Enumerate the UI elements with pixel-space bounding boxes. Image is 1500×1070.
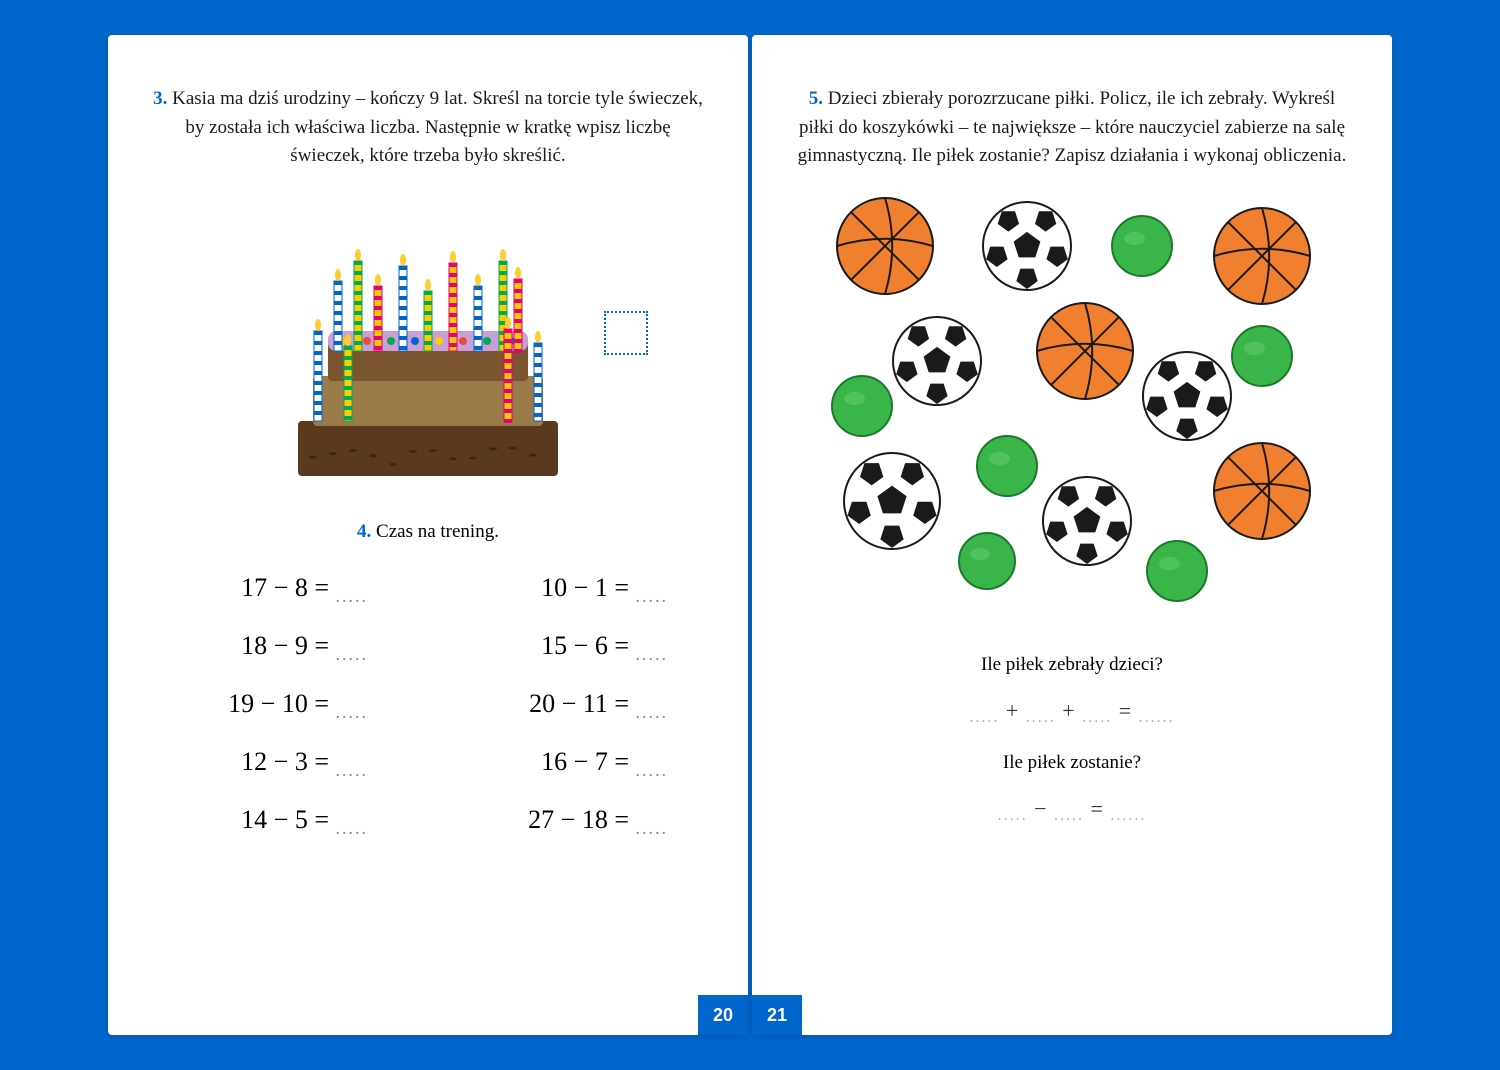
equations-grid: 17 − 8 = ..... 10 − 1 = ..... 18 − 9 = ...… bbox=[148, 573, 708, 835]
equation1-fill[interactable]: ..... + ..... + ..... = ...... bbox=[792, 698, 1352, 724]
task3-text: 3. Kasia ma dziś urodziny – kończy 9 lat… bbox=[148, 85, 708, 171]
question1: Ile piłek zebrały dzieci? bbox=[792, 654, 1352, 676]
page-number-right: 21 bbox=[752, 995, 802, 1035]
equation-cell[interactable]: 14 − 5 = ..... bbox=[148, 805, 408, 835]
equation-cell[interactable]: 16 − 7 = ..... bbox=[448, 747, 708, 777]
task4-number: 4. bbox=[357, 521, 371, 542]
page-number-left: 20 bbox=[698, 995, 748, 1035]
task4-body: Czas na trening. bbox=[376, 521, 499, 542]
task4-heading: 4. Czas na trening. bbox=[148, 521, 708, 543]
task5-text: 5. Dzieci zbierały porozrzucane piłki. P… bbox=[792, 85, 1352, 171]
page-left: 3. Kasia ma dziś urodziny – kończy 9 lat… bbox=[108, 35, 748, 1035]
equation-cell[interactable]: 12 − 3 = ..... bbox=[148, 747, 408, 777]
task5-body: Dzieci zbierały porozrzucane piłki. Poli… bbox=[798, 88, 1347, 166]
equation-cell[interactable]: 18 − 9 = ..... bbox=[148, 631, 408, 661]
question2: Ile piłek zostanie? bbox=[792, 752, 1352, 774]
answer-input-box[interactable] bbox=[604, 311, 648, 355]
task3-number: 3. bbox=[153, 88, 167, 109]
equation-cell[interactable]: 19 − 10 = ..... bbox=[148, 689, 408, 719]
page-right: 5. Dzieci zbierały porozrzucane piłki. P… bbox=[752, 35, 1392, 1035]
balls-illustration bbox=[792, 191, 1352, 626]
equation-cell[interactable]: 10 − 1 = ..... bbox=[448, 573, 708, 603]
equation-cell[interactable]: 17 − 8 = ..... bbox=[148, 573, 408, 603]
task3-body: Kasia ma dziś urodziny – kończy 9 lat. S… bbox=[172, 88, 703, 166]
cake-illustration bbox=[148, 191, 708, 496]
equation-cell[interactable]: 20 − 11 = ..... bbox=[448, 689, 708, 719]
equation-cell[interactable]: 15 − 6 = ..... bbox=[448, 631, 708, 661]
sports-balls-icon bbox=[807, 191, 1337, 621]
task5-number: 5. bbox=[809, 88, 823, 109]
equation2-fill[interactable]: ..... − ..... = ...... bbox=[792, 796, 1352, 822]
equation-cell[interactable]: 27 − 18 = ..... bbox=[448, 805, 708, 835]
birthday-cake-icon bbox=[258, 191, 598, 491]
